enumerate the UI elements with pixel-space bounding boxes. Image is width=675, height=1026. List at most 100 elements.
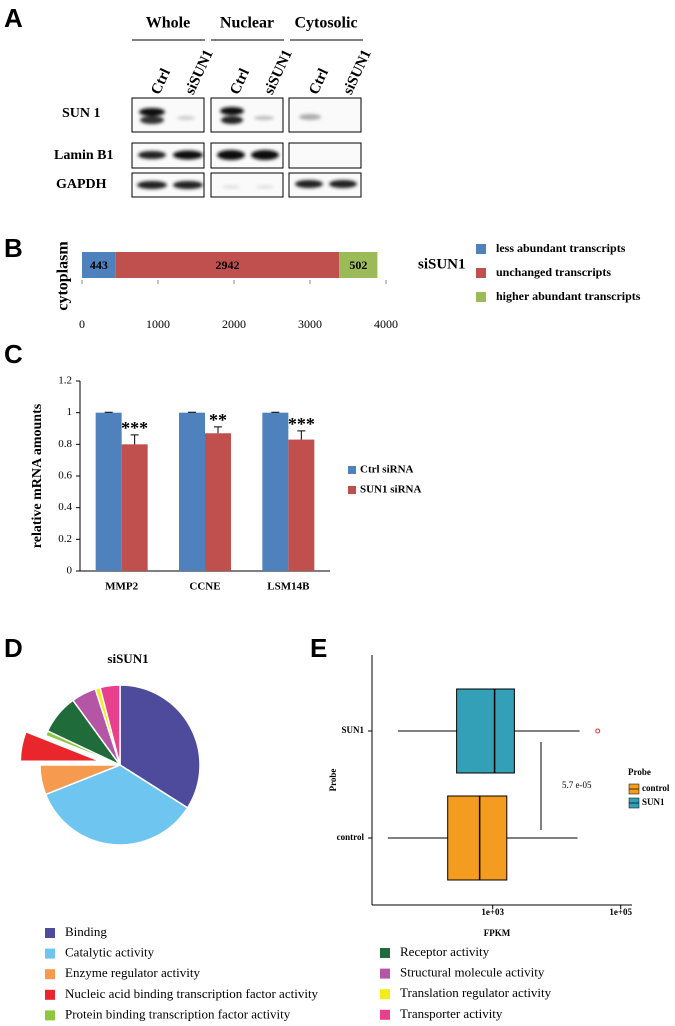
legend-swatch (380, 1009, 390, 1020)
chart-title: siSUN1 (107, 651, 148, 666)
data-label: 2942 (215, 258, 239, 272)
row-label: GAPDH (56, 177, 107, 192)
bar-segment (115, 252, 340, 278)
x-tick-label: 1e+03 (481, 907, 504, 917)
pie-slice (99, 684, 121, 766)
legend-label: higher abundant transcripts (496, 289, 641, 303)
pie-slice (39, 764, 121, 796)
lane-label: siSUN1 (182, 47, 217, 97)
legend-label: Transporter activity (400, 1006, 503, 1021)
category-label: siSUN1 (418, 256, 466, 272)
blot-frame (210, 172, 284, 198)
x-tick-label: 2000 (222, 317, 246, 331)
legend-swatch (45, 948, 55, 959)
legend-swatch (380, 948, 390, 958)
lane-label: siSUN1 (340, 47, 375, 97)
significance: ** (209, 410, 227, 430)
y-tick-label: 0.2 (58, 533, 72, 545)
y-axis-label: Probe (328, 769, 338, 792)
y-tick-label: control (337, 832, 365, 842)
panel-label: E (310, 633, 327, 663)
group-label: Whole (146, 15, 190, 32)
bar (121, 444, 148, 571)
bar (262, 412, 289, 571)
legend-swatch (45, 969, 55, 980)
y-tick-label: 0.4 (58, 501, 72, 513)
box (456, 688, 515, 774)
legend-label: Translation regulator activity (400, 985, 552, 1000)
y-tick-label: 0.6 (58, 470, 72, 482)
legend-label: Receptor activity (400, 944, 490, 959)
x-tick-label: 4000 (374, 317, 398, 331)
legend-swatch (476, 244, 486, 254)
legend-swatch (476, 268, 486, 278)
legend-label: Binding (65, 924, 107, 939)
x-tick-label: 0 (79, 317, 85, 331)
legend-swatch (476, 292, 486, 302)
bar (288, 439, 315, 571)
x-tick-label: LSM14B (267, 581, 310, 593)
bar-segment (82, 252, 116, 278)
bar (179, 412, 205, 571)
legend-swatch (45, 928, 55, 938)
y-tick-label: 1 (67, 406, 73, 418)
legend-label: Enzyme regulator activity (65, 965, 201, 980)
legend-swatch (348, 486, 356, 494)
legend-label: Structural molecule activity (400, 965, 545, 980)
blot-frame (131, 97, 205, 133)
bar (95, 412, 122, 571)
legend-swatch (45, 989, 55, 1000)
panel-label: A (4, 3, 23, 33)
legend-title: Probe (628, 767, 651, 777)
legend-label: Catalytic activity (65, 945, 155, 960)
y-tick-label: 0.8 (58, 438, 72, 450)
lane-label: Ctrl (306, 66, 332, 97)
significance: *** (288, 414, 315, 434)
x-tick-label: 1000 (146, 317, 170, 331)
panel-label: C (4, 339, 23, 369)
bar-segment (339, 252, 378, 278)
outlier (595, 728, 601, 734)
pie-slice (19, 730, 101, 763)
y-tick-label: 0 (67, 565, 73, 577)
x-tick-label: MMP2 (105, 581, 138, 593)
blot-frame (288, 142, 362, 169)
data-label: 443 (90, 258, 108, 272)
group-label: Cytosolic (294, 15, 357, 32)
box (447, 795, 508, 881)
blot-bands (137, 107, 357, 189)
bar (205, 433, 231, 571)
blot-panel: A Whole Nuclear Cytosolic Ctrl siSUN1 Ct… (4, 3, 375, 198)
legend-label: SUN1 siRNA (360, 484, 421, 496)
legend-label: Ctrl siRNA (360, 464, 414, 476)
error-bar (214, 426, 222, 434)
legend-label: SUN1 (642, 797, 665, 807)
panel-label: B (4, 233, 23, 263)
x-axis-label: FPKM (484, 928, 511, 938)
legend-label: Nucleic acid binding transcription facto… (65, 986, 319, 1001)
legend-swatch (380, 989, 390, 1000)
legend-swatch (45, 1010, 55, 1021)
legend-swatch (380, 968, 390, 979)
panel-label: D (4, 633, 23, 663)
y-tick-label: SUN1 (341, 725, 364, 735)
y-axis-label: cytoplasm (55, 241, 72, 311)
row-label: SUN 1 (62, 106, 101, 121)
y-tick-label: 1.2 (58, 375, 72, 387)
legend-swatch (348, 466, 356, 474)
pie-slice (44, 764, 189, 846)
lane-label: Ctrl (148, 66, 174, 97)
legend-label: unchanged transcripts (496, 265, 611, 279)
blot-frame (210, 97, 284, 133)
lane-label: Ctrl (227, 66, 253, 97)
x-tick-label: 1e+05 (609, 907, 632, 917)
annotation: 5.7 e-05 (562, 780, 592, 790)
x-tick-label: 3000 (298, 317, 322, 331)
row-label: Lamin B1 (54, 148, 114, 163)
error-bar (130, 434, 139, 445)
legend-label: Protein binding transcription factor act… (65, 1006, 291, 1021)
data-label: 502 (349, 258, 367, 272)
lane-label: siSUN1 (261, 47, 296, 97)
legend-label: less abundant transcripts (496, 241, 626, 255)
